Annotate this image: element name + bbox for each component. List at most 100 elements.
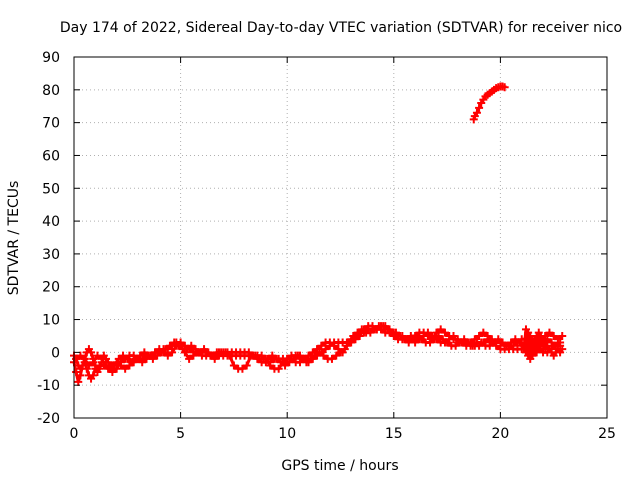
data-point — [383, 325, 392, 334]
data-point — [138, 358, 147, 367]
data-point — [153, 351, 162, 360]
data-point — [490, 338, 499, 347]
plot-frame — [73, 56, 608, 419]
data-point — [221, 348, 230, 357]
data-point — [93, 351, 102, 360]
data-point — [340, 345, 349, 354]
x-tick-label: 5 — [176, 426, 185, 442]
y-tick-label: 40 — [42, 214, 60, 230]
data-point — [317, 341, 326, 350]
data-point — [268, 351, 277, 360]
data-point — [281, 361, 290, 370]
data-point — [500, 83, 509, 92]
data-point — [434, 331, 443, 340]
data-point — [436, 325, 445, 334]
data-point — [330, 341, 339, 350]
data-point — [157, 348, 166, 357]
data-point — [174, 341, 183, 350]
data-point — [553, 335, 562, 344]
data-point — [200, 345, 209, 354]
data-point — [325, 338, 334, 347]
data-point — [127, 358, 136, 367]
data-point — [353, 328, 362, 337]
data-point — [110, 361, 119, 370]
y-tick-label: 20 — [42, 280, 60, 296]
y-axis-label: SDTVAR / TECUs — [6, 181, 22, 296]
data-point — [327, 354, 336, 363]
tick-marks — [73, 56, 608, 419]
chart-title: Day 174 of 2022, Sidereal Day-to-day VTE… — [60, 20, 622, 36]
grid-lines — [74, 57, 607, 418]
data-point — [264, 354, 273, 363]
x-tick-label: 0 — [70, 426, 79, 442]
data-point — [140, 348, 149, 357]
data-point — [289, 354, 298, 363]
data-point — [549, 331, 558, 340]
y-tick-label: 90 — [42, 50, 60, 66]
data-point — [479, 328, 488, 337]
data-point — [404, 338, 413, 347]
data-point — [89, 358, 98, 367]
data-point — [131, 354, 140, 363]
data-point — [419, 328, 428, 337]
data-point — [408, 335, 417, 344]
data-point — [413, 331, 422, 340]
data-point — [332, 351, 341, 360]
data-point — [208, 351, 217, 360]
data-point — [251, 351, 260, 360]
series-layer — [70, 82, 567, 386]
x-tick-label: 10 — [278, 426, 296, 442]
data-point — [165, 341, 174, 350]
data-point — [417, 335, 426, 344]
data-point — [306, 354, 315, 363]
data-point — [163, 351, 172, 360]
y-tick-label: 50 — [42, 181, 60, 197]
data-point — [144, 351, 153, 360]
y-tick-label: -10 — [37, 378, 60, 394]
x-tick-label: 25 — [598, 426, 616, 442]
data-point — [426, 338, 435, 347]
data-point — [502, 341, 511, 350]
data-point — [168, 348, 177, 357]
data-point — [366, 328, 375, 337]
data-point — [91, 364, 100, 373]
data-point — [302, 358, 311, 367]
y-tick-label: 60 — [42, 148, 60, 164]
data-point — [101, 361, 110, 370]
x-axis-label: GPS time / hours — [281, 458, 398, 474]
data-point — [148, 354, 157, 363]
data-point — [84, 361, 93, 370]
data-point — [136, 351, 145, 360]
data-point — [242, 361, 251, 370]
data-point — [266, 361, 275, 370]
data-point — [298, 354, 307, 363]
data-point — [545, 328, 554, 337]
data-point — [185, 354, 194, 363]
data-point — [97, 354, 106, 363]
data-point — [455, 338, 464, 347]
data-point — [472, 108, 481, 117]
data-point — [485, 341, 494, 350]
data-point — [541, 345, 550, 354]
data-point — [229, 361, 238, 370]
data-point — [272, 354, 281, 363]
y-tick-label: 70 — [42, 116, 60, 132]
data-point — [74, 377, 83, 386]
data-point — [558, 345, 567, 354]
series-satellite-arc-4 — [517, 325, 567, 363]
data-point — [475, 103, 484, 112]
y-tick-label: 30 — [42, 247, 60, 263]
data-point — [370, 325, 379, 334]
y-tick-label: 80 — [42, 83, 60, 99]
data-point — [438, 335, 447, 344]
data-point — [276, 358, 285, 367]
data-point — [498, 338, 507, 347]
data-point — [191, 345, 200, 354]
data-point — [468, 341, 477, 350]
data-point — [357, 325, 366, 334]
data-point — [445, 331, 454, 340]
data-point — [440, 328, 449, 337]
data-point — [345, 338, 354, 347]
data-point — [187, 341, 196, 350]
